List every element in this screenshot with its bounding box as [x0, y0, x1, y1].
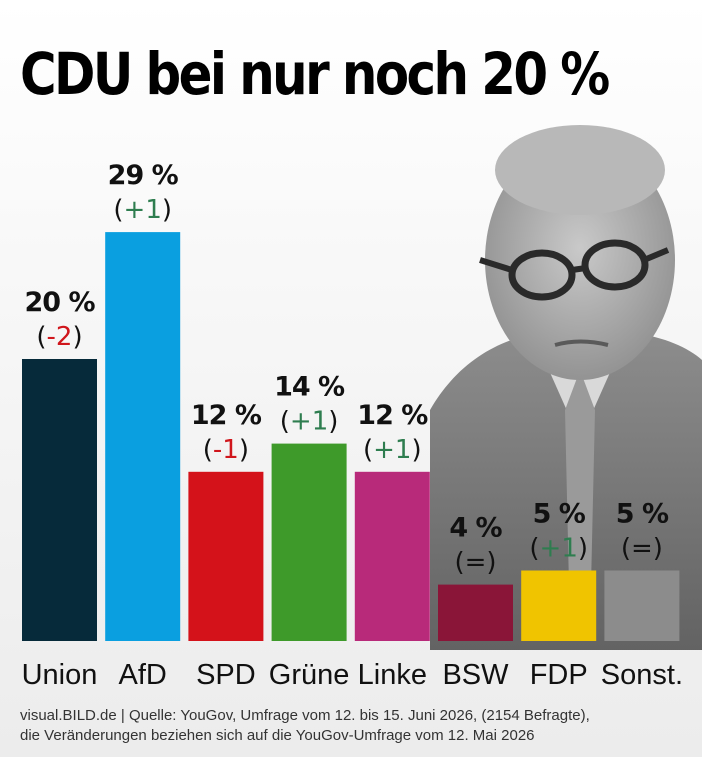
- category-label-linke: Linke: [358, 659, 427, 691]
- value-label-union: 20 %: [24, 287, 95, 318]
- category-label-sonst: Sonst.: [601, 659, 683, 691]
- change-label-union: (-2): [36, 322, 82, 352]
- value-label-bsw: 4 %: [449, 513, 502, 544]
- bar-afd: [105, 232, 181, 641]
- category-label-grne: Grüne: [269, 659, 350, 691]
- change-label-afd: (+1): [113, 195, 172, 225]
- value-label-grne: 14 %: [274, 372, 345, 403]
- change-label-grne: (+1): [280, 407, 339, 437]
- bar-union: [22, 359, 97, 641]
- source-line-1: visual.BILD.de | Quelle: YouGov, Umfrage…: [20, 707, 590, 724]
- category-label-bsw: BSW: [442, 659, 509, 691]
- category-label-spd: SPD: [196, 659, 256, 691]
- source-note: visual.BILD.de | Quelle: YouGov, Umfrage…: [20, 706, 690, 746]
- value-label-fdp: 5 %: [533, 499, 586, 530]
- bar-sonst: [604, 570, 680, 641]
- value-label-afd: 29 %: [108, 160, 179, 191]
- change-label-fdp: (+1): [529, 534, 588, 564]
- change-label-spd: (-1): [203, 435, 249, 465]
- source-line-2: die Veränderungen beziehen sich auf die …: [20, 727, 535, 744]
- bar-linke: [354, 471, 430, 641]
- value-label-sonst: 5 %: [616, 499, 669, 530]
- chart-title: CDU bei nur noch 20 %: [20, 40, 610, 108]
- bar-grne: [271, 443, 347, 641]
- value-label-spd: 12 %: [191, 400, 262, 431]
- value-label-linke: 12 %: [357, 400, 428, 431]
- bar-spd: [188, 471, 264, 641]
- bar-bsw: [438, 584, 513, 641]
- change-label-sonst: (=): [621, 534, 663, 564]
- bar-chart: 20 % (-2) Union 29 % (+1) AfD 12 % (-1) SPD 14 % (…: [22, 160, 683, 691]
- politician-portrait: [430, 125, 702, 650]
- category-label-fdp: FDP: [530, 659, 588, 691]
- category-label-union: Union: [22, 659, 98, 691]
- change-label-bsw: (=): [454, 548, 496, 578]
- change-label-linke: (+1): [363, 435, 422, 465]
- bar-fdp: [521, 570, 597, 641]
- category-label-afd: AfD: [119, 659, 167, 691]
